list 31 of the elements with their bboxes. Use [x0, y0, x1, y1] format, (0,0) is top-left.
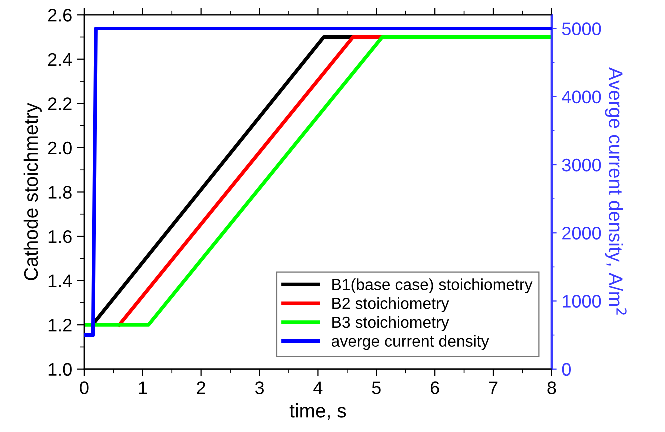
x-tick-label: 4 — [314, 382, 323, 394]
x-tick-label: 8 — [548, 382, 556, 394]
y-tick-label: 2.2 — [48, 98, 72, 110]
y-axis-title: Cathode stoichmetry — [24, 103, 42, 280]
y-tick-label: 1.4 — [48, 274, 72, 288]
y2-tick-label: 2000 — [562, 227, 602, 240]
y-tick-label: 1.0 — [48, 363, 72, 376]
x-axis-title: time, s — [290, 404, 346, 420]
x-tick-label: 3 — [255, 382, 264, 394]
x-tick-label: 2 — [197, 382, 206, 394]
x-tick-label: 6 — [430, 382, 440, 394]
y-tick-label: 1.8 — [48, 186, 72, 199]
y2-tick-label: 1000 — [563, 295, 602, 308]
y2-axis-title: Averge current density, A/m$^{2}$ — [605, 68, 627, 315]
y2-tick-label: 4000 — [562, 90, 602, 104]
y2-tick-label: 5000 — [562, 22, 602, 36]
y2-tick-label: 3000 — [562, 158, 602, 172]
x-tick-label: 5 — [372, 382, 381, 394]
legend-label: averge current density — [332, 335, 490, 350]
legend-label: B3 stoichiometry — [332, 316, 450, 332]
x-tick-label: 7 — [489, 382, 498, 394]
x-tick-label: 0 — [80, 382, 89, 394]
legend-label: B1(base case) stoichiometry — [332, 278, 533, 294]
x-tick-label: 1 — [139, 382, 148, 394]
y-tick-label: 2.6 — [48, 9, 72, 22]
y2-tick-label: 0 — [562, 363, 572, 376]
legend-label: B2 stoichiometry — [332, 298, 450, 312]
y-tick-label: 2.4 — [48, 53, 72, 66]
y-tick-label: 1.6 — [48, 230, 72, 244]
y-tick-label: 2.0 — [48, 142, 72, 155]
y-tick-label: 1.2 — [48, 319, 72, 332]
